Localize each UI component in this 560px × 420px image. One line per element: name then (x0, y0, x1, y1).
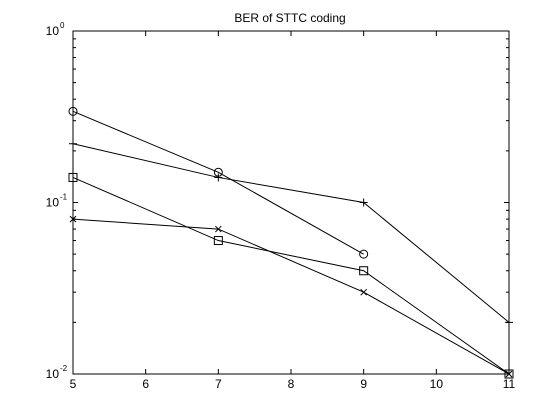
y-tick-exponent: -2 (60, 364, 68, 373)
series-line-plus (72, 143, 510, 323)
x-tick-label: 7 (215, 377, 222, 391)
y-tick-label: 10 (46, 24, 60, 38)
data-point-plus (505, 318, 513, 327)
x-tick-label: 11 (503, 377, 516, 391)
plot-area (72, 30, 510, 375)
y-tick-exponent: -1 (60, 193, 68, 202)
data-point-plus (214, 173, 223, 182)
data-point-square (504, 369, 514, 379)
series-line-circle (72, 110, 364, 255)
data-point-plus (359, 198, 368, 207)
data-point-plus (69, 139, 77, 148)
series-line-x (72, 218, 510, 375)
y-tick-label: 10 (46, 196, 60, 210)
x-tick-label: 10 (430, 377, 444, 391)
y-tick-exponent: 0 (60, 21, 65, 30)
x-tick-label: 6 (142, 377, 149, 391)
data-point-circle (68, 106, 78, 116)
data-point-x (214, 225, 222, 233)
x-tick-label: 9 (360, 377, 367, 391)
data-point-x (505, 370, 513, 378)
data-point-x (360, 288, 368, 296)
data-point-x (69, 215, 77, 223)
y-tick-label: 10 (46, 367, 60, 381)
chart-title: BER of STTC coding (234, 11, 345, 25)
data-point-square (359, 266, 369, 276)
data-point-circle (359, 249, 369, 259)
x-tick-label: 8 (288, 377, 295, 391)
series-line-square (72, 176, 510, 375)
series-group (68, 106, 514, 379)
data-point-square (213, 236, 223, 246)
data-point-square (68, 172, 78, 182)
x-tick-label: 5 (70, 377, 77, 391)
